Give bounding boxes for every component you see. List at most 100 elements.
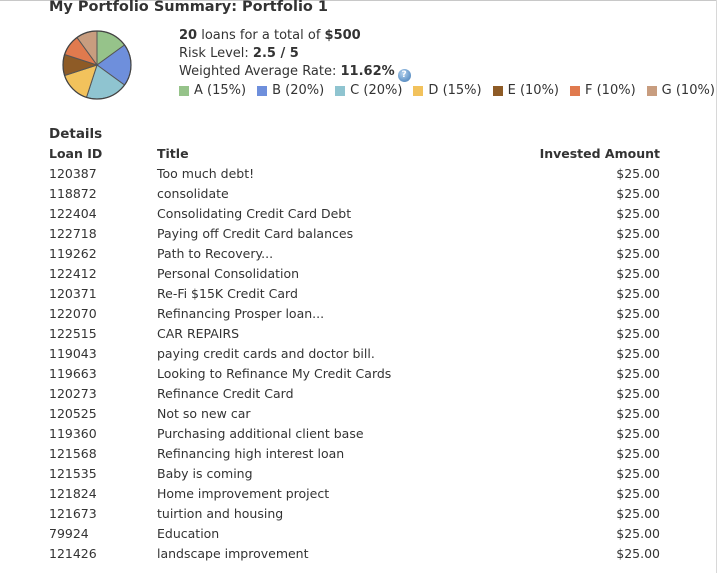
table-row: 118872 consolidate $25.00 — [49, 184, 660, 204]
loan-title-cell: Personal Consolidation — [157, 266, 300, 281]
loan-title-cell: Paying off Credit Card balances — [157, 226, 354, 241]
loan-id-cell: 121535 — [49, 466, 97, 481]
loan-title-cell: CAR REPAIRS — [157, 326, 240, 341]
column-header-invested-amount: Invested Amount — [539, 146, 660, 161]
loan-id-cell: 121568 — [49, 446, 97, 461]
risk-value: 2.5 / 5 — [252, 46, 299, 61]
loan-title-cell: Re-Fi $15K Credit Card — [157, 286, 298, 301]
loan-id-cell: 122718 — [49, 226, 97, 241]
loan-id-cell: 122404 — [49, 206, 97, 221]
loan-count: 20 — [179, 28, 198, 43]
legend-swatch — [413, 85, 424, 96]
rate-line: Weighted Average Rate: 11.62%? — [179, 63, 411, 82]
legend-label: C (20%) — [350, 83, 403, 98]
loans-text: loans for a total of — [197, 28, 325, 43]
legend-item: D (15%) — [413, 83, 482, 98]
table-row: 122070 Refinancing Prosper loan... $25.00 — [49, 304, 660, 324]
loan-total: $500 — [324, 28, 361, 43]
loan-id-cell: 121824 — [49, 486, 97, 501]
loan-id-cell: 122070 — [49, 306, 97, 321]
legend-label: D (15%) — [428, 83, 482, 98]
table-row: 119043 paying credit cards and doctor bil… — [49, 344, 660, 364]
invested-amount-cell: $25.00 — [616, 446, 660, 461]
legend-item: A (15%) — [179, 83, 246, 98]
table-row: 79924 Education $25.00 — [49, 524, 660, 544]
table-row: 119360 Purchasing additional client base $… — [49, 424, 660, 444]
loan-title-cell: Consolidating Credit Card Debt — [157, 206, 352, 221]
invested-amount-cell: $25.00 — [616, 326, 660, 341]
invested-amount-cell: $25.00 — [616, 426, 660, 441]
portfolio-summary: 20 loans for a total of $500 Risk Level:… — [179, 27, 411, 82]
loan-id-cell: 122412 — [49, 266, 97, 281]
legend-item: E (10%) — [492, 83, 559, 98]
column-header-title: Title — [157, 146, 189, 161]
legend-swatch — [492, 85, 503, 96]
legend-item: C (20%) — [335, 83, 402, 98]
loan-title-cell: Looking to Refinance My Credit Cards — [157, 366, 392, 381]
loan-title-cell: landscape improvement — [157, 546, 309, 561]
invested-amount-cell: $25.00 — [616, 306, 660, 321]
legend-swatch — [570, 85, 580, 96]
legend-item: F (10%) — [570, 83, 636, 98]
legend-label: E (10%) — [507, 83, 559, 98]
table-row: 122718 Paying off Credit Card balances $25… — [49, 224, 660, 244]
invested-amount-cell: $25.00 — [616, 166, 660, 181]
loan-id-cell: 120525 — [49, 406, 97, 421]
pie-outline — [62, 30, 132, 100]
legend-swatch — [257, 85, 268, 96]
loan-id-cell: 122515 — [49, 326, 97, 341]
table-row: 121535 Baby is coming $25.00 — [49, 464, 660, 484]
table-row: 122412 Personal Consolidation $25.00 — [49, 264, 660, 284]
loan-title-cell: Refinancing high interest loan — [157, 446, 345, 461]
loan-id-cell: 119360 — [49, 426, 97, 441]
table-row: 120371 Re-Fi $15K Credit Card $25.00 — [49, 284, 660, 304]
details-heading: Details — [49, 126, 103, 142]
top-divider — [0, 0, 717, 1]
loan-title-cell: Home improvement project — [157, 486, 330, 501]
invested-amount-cell: $25.00 — [616, 226, 660, 241]
loan-id-cell: 119043 — [49, 346, 97, 361]
loan-title-cell: Path to Recovery... — [157, 246, 274, 261]
loan-total-line: 20 loans for a total of $500 — [179, 27, 411, 45]
loan-id-cell: 120273 — [49, 386, 97, 401]
invested-amount-cell: $25.00 — [616, 286, 660, 301]
table-row: 121426 landscape improvement $25.00 — [49, 544, 660, 564]
table-body: 120387 Too much debt! $25.00 118872 consolid… — [49, 164, 660, 564]
loan-title-cell: paying credit cards and doctor bill. — [157, 346, 375, 361]
column-header-loan-id: Loan ID — [49, 146, 103, 161]
loan-title-cell: Purchasing additional client base — [157, 426, 364, 441]
invested-amount-cell: $25.00 — [616, 346, 660, 361]
risk-level-line: Risk Level: 2.5 / 5 — [179, 45, 411, 63]
grade-pie-chart — [60, 29, 136, 101]
invested-amount-cell: $25.00 — [616, 466, 660, 481]
loan-title-cell: Baby is coming — [157, 466, 253, 481]
risk-label: Risk Level: — [179, 46, 253, 61]
rate-value: 11.62% — [340, 64, 395, 79]
legend-label: G (10%) — [661, 83, 715, 98]
legend-swatch — [179, 85, 189, 96]
invested-amount-cell: $25.00 — [616, 186, 660, 201]
invested-amount-cell: $25.00 — [616, 386, 660, 401]
invested-amount-cell: $25.00 — [616, 406, 660, 421]
loan-title-cell: Refinance Credit Card — [157, 386, 294, 401]
legend-item: B (20%) — [257, 83, 324, 98]
grade-legend: A (15%) B (20%) C (20%) D (15%) E (10%) F (10… — [179, 83, 715, 98]
loan-id-cell: 121673 — [49, 506, 97, 521]
invested-amount-cell: $25.00 — [616, 486, 660, 501]
table-row: 120387 Too much debt! $25.00 — [49, 164, 660, 184]
help-icon[interactable]: ? — [397, 69, 411, 82]
loan-title-cell: Not so new car — [157, 406, 251, 421]
loan-title-cell: Too much debt! — [157, 166, 255, 181]
invested-amount-cell: $25.00 — [616, 526, 660, 541]
invested-amount-cell: $25.00 — [616, 266, 660, 281]
legend-swatch — [646, 85, 657, 96]
table-row: 121568 Refinancing high interest loan $25.… — [49, 444, 660, 464]
loan-id-cell: 120371 — [49, 286, 97, 301]
table-row: 120273 Refinance Credit Card $25.00 — [49, 384, 660, 404]
legend-label: A (15%) — [194, 83, 247, 98]
legend-label: F (10%) — [585, 83, 636, 98]
invested-amount-cell: $25.00 — [616, 206, 660, 221]
legend-swatch — [335, 85, 346, 96]
invested-amount-cell: $25.00 — [616, 506, 660, 521]
table-row: 121673 tuirtion and housing $25.00 — [49, 504, 660, 524]
